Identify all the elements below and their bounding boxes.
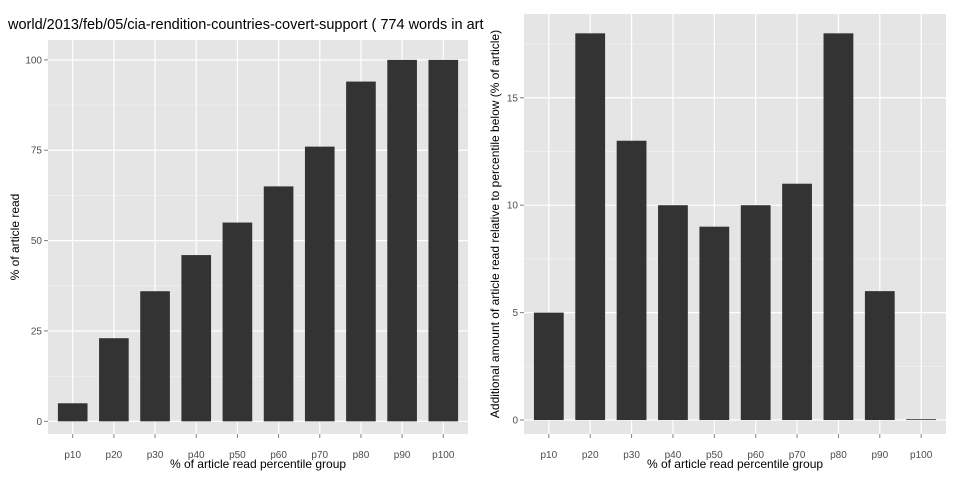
- bar-p60: [740, 205, 771, 421]
- bar-p80: [823, 33, 854, 421]
- bar-p60: [263, 186, 294, 422]
- y-tick-label: 5: [512, 308, 518, 319]
- bar-p50: [699, 226, 730, 421]
- bar-p70: [782, 183, 812, 421]
- x-tick-label: p40: [665, 450, 682, 461]
- x-tick-label: p100: [432, 450, 455, 461]
- x-tick-label: p80: [353, 450, 370, 461]
- x-tick-label: p50: [229, 450, 246, 461]
- bar-p20: [99, 338, 129, 422]
- y-tick-label: 100: [25, 55, 42, 66]
- x-tick-label: p10: [64, 450, 81, 461]
- right-panel-additional-read: 0 5 10 15 p10 p20 p30 p40 p50 p60 p70 p80 p90 p100 % o…: [488, 14, 946, 471]
- y-tick-label: 75: [31, 146, 43, 157]
- x-tick-label: p60: [747, 450, 764, 461]
- bar-p40: [658, 205, 688, 421]
- bar-p30: [140, 291, 170, 422]
- bar-p50: [222, 222, 253, 422]
- bar-p80: [346, 81, 376, 422]
- x-tick-label: p80: [830, 450, 847, 461]
- x-axis-title: % of article read percentile group: [647, 457, 823, 471]
- y-tick-label: 10: [507, 201, 519, 212]
- y-tick-label: 0: [512, 416, 518, 427]
- x-tick-label: p60: [270, 450, 287, 461]
- bar-p30: [616, 140, 647, 421]
- bar-p70: [304, 146, 335, 422]
- bar-p90: [864, 291, 895, 421]
- x-tick-label: p20: [106, 450, 123, 461]
- y-tick-label: 50: [31, 236, 43, 247]
- x-tick-label: p40: [188, 450, 205, 461]
- x-tick-label: p10: [540, 450, 557, 461]
- left-panel-percent-read: 0 25 50 75 100 p10 p20 p30 p40 p50 p60 p70 p80 p90 p10…: [8, 40, 468, 471]
- x-axis-title: % of article read percentile group: [170, 457, 346, 471]
- bar-p10: [533, 312, 564, 421]
- x-tick-label: p90: [871, 450, 888, 461]
- x-tick-label: p30: [623, 450, 640, 461]
- bar-p100: [428, 59, 459, 422]
- y-axis-title: Additional amount of article read relati…: [488, 30, 502, 418]
- y-tick-label: 15: [507, 93, 519, 104]
- y-tick-label: 0: [36, 417, 42, 428]
- bar-p40: [181, 255, 212, 422]
- bar-p90: [387, 59, 417, 422]
- x-tick-label: p50: [706, 450, 723, 461]
- figure-title: world/2013/feb/05/cia-rendition-countrie…: [7, 17, 484, 33]
- x-tick-label: p70: [311, 450, 328, 461]
- y-tick-label: 25: [31, 326, 43, 337]
- x-tick-label: p70: [789, 450, 806, 461]
- x-tick-label: p30: [147, 450, 164, 461]
- x-tick-label: p90: [394, 450, 411, 461]
- x-tick-label: p100: [910, 450, 933, 461]
- bar-p100: [906, 419, 937, 421]
- bar-p10: [57, 403, 88, 422]
- y-axis-title: % of article read: [8, 194, 22, 281]
- bar-p20: [575, 33, 606, 421]
- x-tick-label: p20: [582, 450, 599, 461]
